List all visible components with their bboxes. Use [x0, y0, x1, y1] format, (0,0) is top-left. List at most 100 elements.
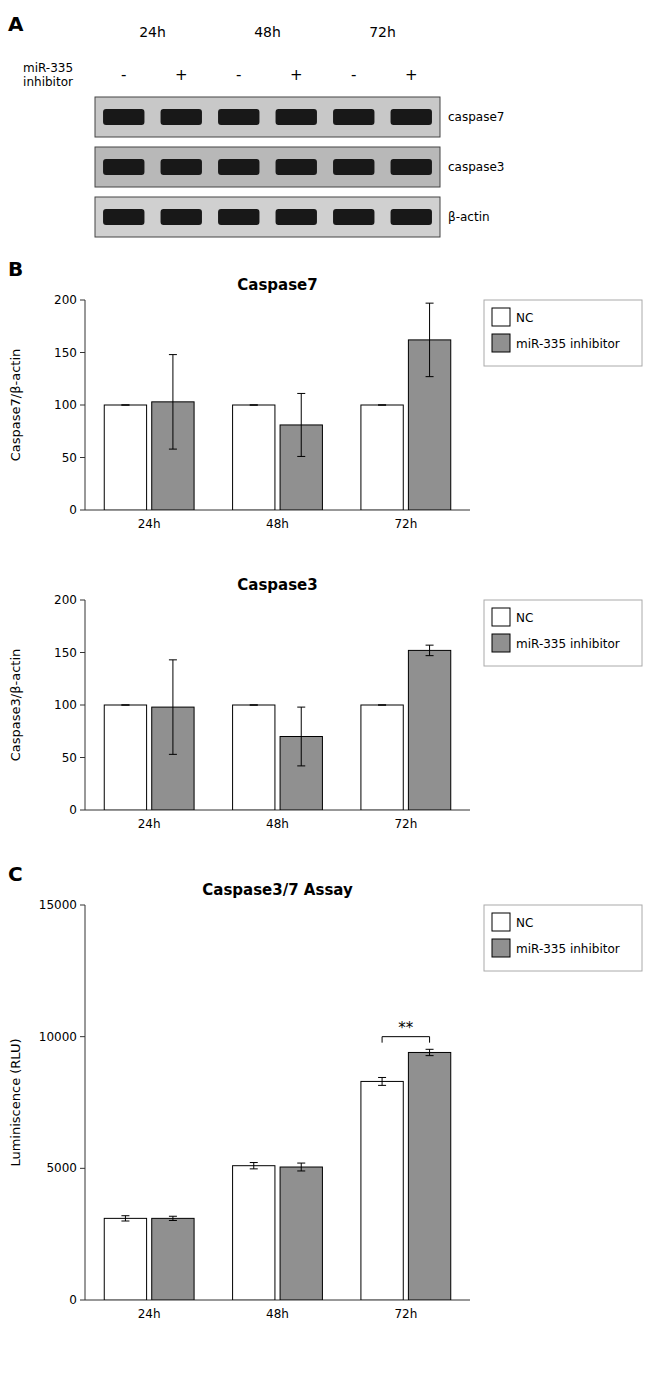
error-bar-cap	[426, 303, 434, 304]
bar-panel: CCaspase3/7 Assay050001000015000Luminisc…	[8, 862, 642, 1321]
gel-band	[161, 209, 202, 225]
y-tick-label: 100	[54, 698, 77, 712]
y-axis-label: Caspase7/β-actin	[8, 349, 23, 462]
error-bar-stem	[301, 1163, 302, 1171]
y-tick	[80, 600, 85, 601]
significance-bracket	[382, 1037, 429, 1043]
error-bar-cap	[250, 1162, 258, 1163]
error-bar-cap	[426, 655, 434, 656]
y-tick	[80, 652, 85, 653]
gel-band	[218, 109, 259, 125]
bar	[233, 405, 275, 510]
error-bar	[250, 405, 258, 406]
error-bar-cap	[297, 707, 305, 708]
error-bar-cap	[121, 405, 129, 406]
error-bar-cap	[297, 393, 305, 394]
error-bar-cap	[250, 405, 258, 406]
gel-band	[391, 109, 432, 125]
x-tick-label: 72h	[394, 1307, 417, 1321]
row-label: caspase3	[448, 160, 504, 174]
error-bar	[426, 303, 434, 377]
legend-frame	[484, 905, 642, 971]
bar	[361, 1081, 403, 1300]
error-bar	[169, 1216, 177, 1220]
y-tick	[80, 405, 85, 406]
gel-band	[161, 159, 202, 175]
y-tick	[80, 300, 85, 301]
error-bar-cap	[378, 405, 386, 406]
error-bar	[426, 1049, 434, 1055]
legend-frame	[484, 600, 642, 666]
figure: A24h48h72hmiR-335inhibitor-+-+-+caspase7…	[0, 0, 650, 1399]
bar	[104, 1218, 146, 1300]
gel-band	[103, 109, 144, 125]
lane-sign: +	[290, 66, 303, 84]
lane-sign: -	[236, 66, 241, 84]
gel-band	[103, 159, 144, 175]
legend-swatch	[492, 308, 510, 326]
legend-swatch	[492, 334, 510, 352]
y-axis-label: Luminiscence (RLU)	[8, 1038, 23, 1166]
y-tick-label: 0	[69, 503, 77, 517]
legend-entry: miR-335 inhibitor	[516, 337, 620, 351]
y-tick-label: 150	[54, 646, 77, 660]
error-bar-cap	[297, 456, 305, 457]
error-bar-cap	[121, 405, 129, 406]
error-bar-cap	[121, 705, 129, 706]
error-bar-cap	[169, 659, 177, 660]
error-bar	[297, 393, 305, 456]
y-tick-label: 200	[54, 593, 77, 607]
gel-band	[391, 209, 432, 225]
panel-label: A	[8, 12, 24, 36]
error-bar-cap	[250, 705, 258, 706]
gel-row	[95, 197, 440, 237]
error-bar-cap	[378, 1085, 386, 1086]
error-bar-stem	[253, 1163, 254, 1169]
chart-title: Caspase7	[237, 276, 317, 294]
error-bar-stem	[301, 393, 302, 456]
y-tick-label: 150	[54, 346, 77, 360]
bar	[280, 1167, 322, 1300]
gel-band	[218, 159, 259, 175]
y-tick	[80, 1168, 85, 1169]
gel-band	[333, 209, 374, 225]
x-tick-label: 24h	[138, 817, 161, 831]
y-tick-label: 0	[69, 1293, 77, 1307]
bar	[152, 1218, 194, 1300]
y-tick-label: 15000	[39, 898, 77, 912]
x-tick-label: 72h	[394, 517, 417, 531]
legend-entry: miR-335 inhibitor	[516, 942, 620, 956]
error-bar	[121, 705, 129, 706]
row-label: β-actin	[448, 210, 490, 224]
bar	[408, 650, 450, 810]
y-axis-label: Caspase3/β-actin	[8, 649, 23, 762]
gel-band	[161, 109, 202, 125]
error-bar-stem	[429, 1049, 430, 1055]
error-bar-cap	[250, 405, 258, 406]
error-bar-cap	[169, 1220, 177, 1221]
panel-label: B	[8, 257, 23, 281]
x-tick-label: 72h	[394, 817, 417, 831]
error-bar-cap	[250, 1168, 258, 1169]
legend: NCmiR-335 inhibitor	[484, 300, 642, 366]
y-tick	[80, 1300, 85, 1301]
bars	[104, 1049, 451, 1300]
bar	[104, 705, 146, 810]
x-tick-label: 48h	[266, 817, 289, 831]
time-label: 24h	[139, 24, 166, 40]
time-label: 48h	[254, 24, 281, 40]
error-bar-cap	[297, 1163, 305, 1164]
bar	[408, 1052, 450, 1300]
error-bar	[378, 405, 386, 406]
blot-panel: A24h48h72hmiR-335inhibitor-+-+-+caspase7…	[8, 12, 504, 237]
gel-band	[218, 209, 259, 225]
bar	[233, 705, 275, 810]
error-bar-cap	[426, 645, 434, 646]
gel-band	[333, 109, 374, 125]
y-tick-label: 10000	[39, 1030, 77, 1044]
legend-entry: NC	[516, 916, 533, 930]
error-bar-cap	[297, 1170, 305, 1171]
panel-label: C	[8, 862, 23, 886]
bar	[361, 405, 403, 510]
error-bar-stem	[125, 1216, 126, 1221]
